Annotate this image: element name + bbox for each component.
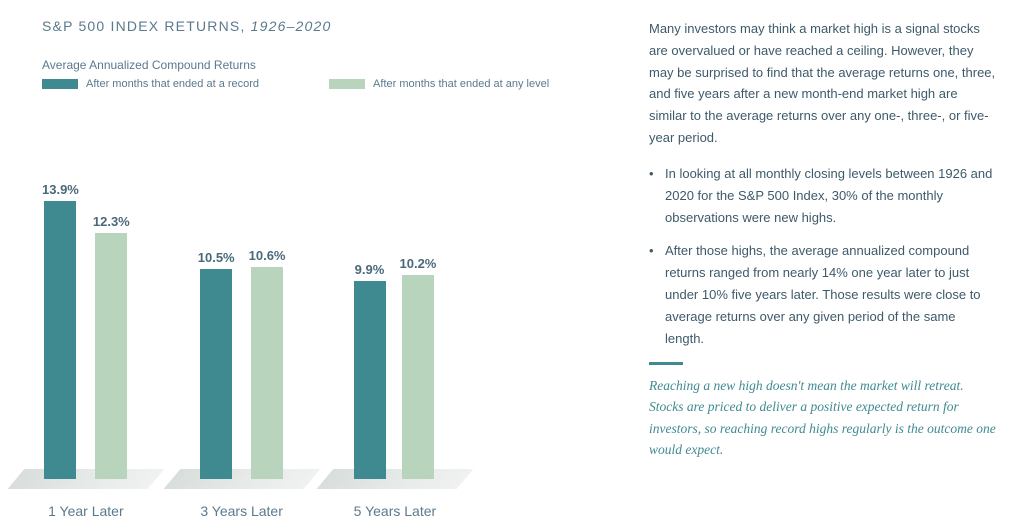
legend-item-any-level: After months that ended at any level (329, 78, 549, 90)
legend-label-record: After months that ended at a record (86, 78, 259, 90)
category-label-0: 1 Year Later (48, 503, 124, 519)
legend-item-record: After months that ended at a record (42, 78, 259, 90)
chart-plot-area: 13.9% 12.3% 1 Year Later 10.5% 10.6% (42, 108, 597, 513)
bar-2-any: 10.2% (400, 256, 437, 479)
bar-rect-2-record (354, 281, 386, 479)
bullet-list: In looking at all monthly closing levels… (649, 163, 996, 350)
legend-swatch-record (42, 79, 78, 89)
bar-rect-0-any (95, 233, 127, 479)
bar-rect-1-record (200, 269, 232, 479)
chart-subtitle: Average Annualized Compound Returns (42, 58, 597, 72)
callout-paragraph: Reaching a new high doesn't mean the mar… (649, 375, 996, 461)
bar-value-2-record: 9.9% (355, 262, 385, 277)
intro-paragraph: Many investors may think a market high i… (649, 18, 996, 149)
category-label-1: 3 Years Later (200, 503, 283, 519)
category-label-2: 5 Years Later (354, 503, 437, 519)
chart-title: S&P 500 INDEX RETURNS, 1926–2020 (42, 18, 597, 34)
bar-rect-2-any (402, 275, 434, 479)
text-panel: Many investors may think a market high i… (597, 18, 996, 513)
chart-panel: S&P 500 INDEX RETURNS, 1926–2020 Average… (42, 18, 597, 513)
bar-0-any: 12.3% (93, 214, 130, 479)
bar-value-0-record: 13.9% (42, 182, 79, 197)
bar-0-record: 13.9% (42, 182, 79, 479)
bar-rect-0-record (44, 201, 76, 479)
bar-value-1-record: 10.5% (198, 250, 235, 265)
bar-group-0: 13.9% 12.3% 1 Year Later (42, 182, 130, 479)
legend-label-any-level: After months that ended at any level (373, 78, 549, 90)
bar-1-record: 10.5% (198, 250, 235, 479)
chart-legend: After months that ended at a record Afte… (42, 78, 597, 90)
legend-swatch-any-level (329, 79, 365, 89)
callout-rule (649, 362, 683, 365)
bar-1-any: 10.6% (249, 248, 286, 479)
bar-2-record: 9.9% (354, 262, 386, 479)
bar-value-1-any: 10.6% (249, 248, 286, 263)
bullet-item-0: In looking at all monthly closing levels… (649, 163, 996, 228)
bullet-item-1: After those highs, the average annualize… (649, 240, 996, 349)
bar-group-2: 9.9% 10.2% 5 Years Later (354, 256, 437, 479)
bar-rect-1-any (251, 267, 283, 479)
bar-group-1: 10.5% 10.6% 3 Years Later (198, 248, 286, 479)
bar-value-2-any: 10.2% (400, 256, 437, 271)
chart-title-prefix: S&P 500 INDEX RETURNS, (42, 18, 251, 34)
bar-value-0-any: 12.3% (93, 214, 130, 229)
chart-title-range: 1926–2020 (251, 18, 332, 34)
